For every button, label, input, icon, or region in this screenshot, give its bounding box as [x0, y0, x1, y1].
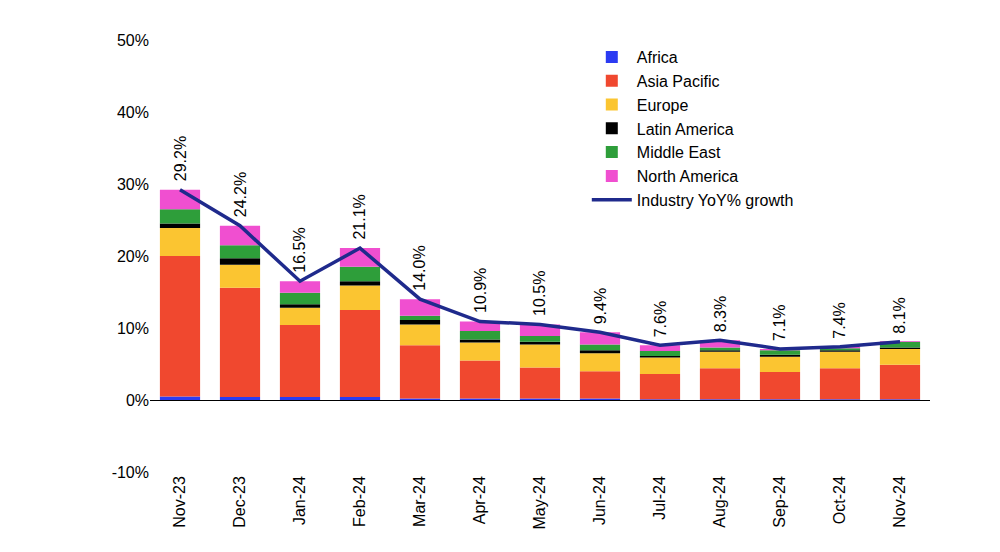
svg-text:Middle East: Middle East: [637, 144, 721, 161]
svg-text:7.6%: 7.6%: [652, 301, 669, 337]
svg-text:Industry YoY% growth: Industry YoY% growth: [637, 192, 794, 209]
svg-text:40%: 40%: [117, 104, 149, 121]
svg-text:Jul-24: Jul-24: [651, 476, 668, 520]
svg-text:8.3%: 8.3%: [712, 296, 729, 332]
svg-text:Europe: Europe: [637, 97, 689, 114]
svg-text:14.0%: 14.0%: [411, 245, 428, 290]
svg-text:24.2%: 24.2%: [232, 172, 249, 217]
svg-text:7.1%: 7.1%: [771, 304, 788, 340]
svg-text:Mar-24: Mar-24: [411, 476, 428, 527]
svg-text:Latin America: Latin America: [637, 121, 734, 138]
svg-text:20%: 20%: [117, 248, 149, 265]
svg-text:21.1%: 21.1%: [351, 194, 368, 239]
svg-text:7.4%: 7.4%: [831, 302, 848, 338]
svg-text:Jun-24: Jun-24: [591, 476, 608, 525]
svg-text:10.9%: 10.9%: [472, 268, 489, 313]
svg-text:Sep-24: Sep-24: [771, 476, 788, 528]
svg-text:8.1%: 8.1%: [891, 297, 908, 333]
svg-text:Aug-24: Aug-24: [711, 476, 728, 528]
svg-text:29.2%: 29.2%: [172, 136, 189, 181]
svg-text:Feb-24: Feb-24: [351, 476, 368, 527]
svg-text:16.5%: 16.5%: [291, 227, 308, 272]
svg-text:30%: 30%: [117, 176, 149, 193]
svg-text:Jan-24: Jan-24: [291, 476, 308, 525]
svg-text:10.5%: 10.5%: [531, 271, 548, 316]
svg-text:May-24: May-24: [531, 476, 548, 529]
svg-text:-10%: -10%: [112, 464, 149, 481]
svg-text:Nov-24: Nov-24: [891, 476, 908, 528]
svg-text:North America: North America: [637, 168, 738, 185]
svg-text:Oct-24: Oct-24: [831, 476, 848, 524]
svg-text:9.4%: 9.4%: [592, 288, 609, 324]
svg-text:Asia Pacific: Asia Pacific: [637, 73, 720, 90]
svg-text:Africa: Africa: [637, 49, 678, 66]
svg-text:Nov-23: Nov-23: [171, 476, 188, 528]
svg-text:0%: 0%: [126, 392, 149, 409]
svg-text:10%: 10%: [117, 320, 149, 337]
svg-text:50%: 50%: [117, 32, 149, 49]
svg-text:Dec-23: Dec-23: [231, 476, 248, 528]
svg-text:Apr-24: Apr-24: [471, 476, 488, 524]
